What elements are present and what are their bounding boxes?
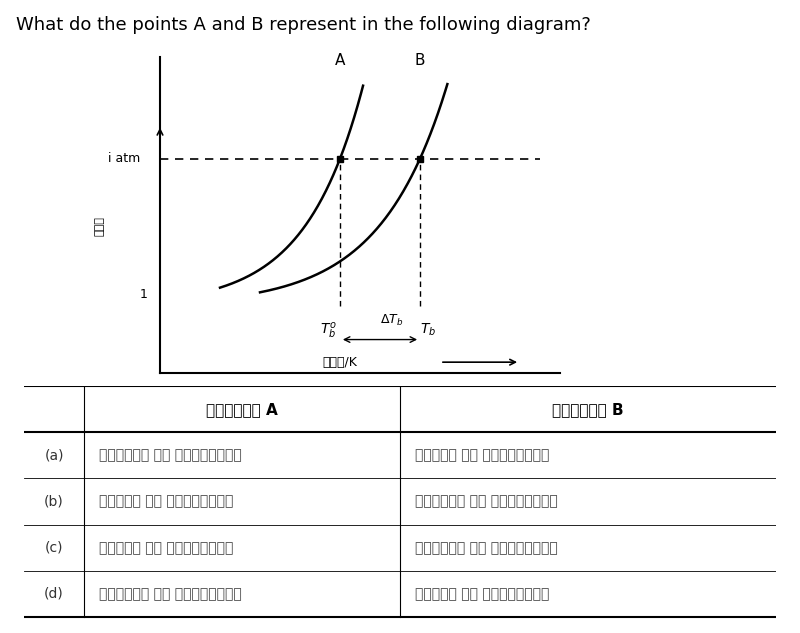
Text: $T_b$: $T_b$ — [420, 322, 436, 338]
Text: विलायक का क्वथनांक: विलायक का क्वथनांक — [415, 541, 558, 555]
Text: $\Delta T_b$: $\Delta T_b$ — [380, 313, 404, 329]
Text: (d): (d) — [44, 587, 64, 601]
Text: विलायक का क्वथनांक: विलायक का क्वथनांक — [99, 448, 242, 462]
Text: बिन्दु B: बिन्दु B — [552, 402, 624, 417]
Text: A: A — [335, 53, 345, 68]
Text: B: B — [414, 53, 426, 68]
Text: 1: 1 — [140, 288, 148, 301]
Text: What do the points A and B represent in the following diagram?: What do the points A and B represent in … — [16, 16, 591, 34]
Text: i atm: i atm — [108, 152, 140, 165]
Text: (b): (b) — [44, 494, 64, 508]
Text: दाब: दाब — [95, 216, 105, 237]
Text: ताप/K: ताप/K — [322, 356, 358, 368]
Text: (c): (c) — [45, 541, 63, 555]
Text: विलायक का क्वथनांक: विलायक का क्वथनांक — [99, 587, 242, 601]
Text: विलेय का क्वथनांक: विलेय का क्वथनांक — [415, 587, 550, 601]
Text: विलेय का क्वथनांक: विलेय का क्वथनांक — [99, 541, 234, 555]
Text: $T_b^o$: $T_b^o$ — [319, 322, 337, 341]
Text: (a): (a) — [44, 448, 64, 462]
Text: विलयन का क्वथनांक: विलयन का क्वथनांक — [415, 448, 550, 462]
Text: विलयन का क्वथनांक: विलयन का क्वथनांक — [99, 494, 234, 508]
Text: बिन्दु A: बिन्दु A — [206, 402, 278, 417]
Text: विलायक का क्वथनांक: विलायक का क्वथनांक — [415, 494, 558, 508]
